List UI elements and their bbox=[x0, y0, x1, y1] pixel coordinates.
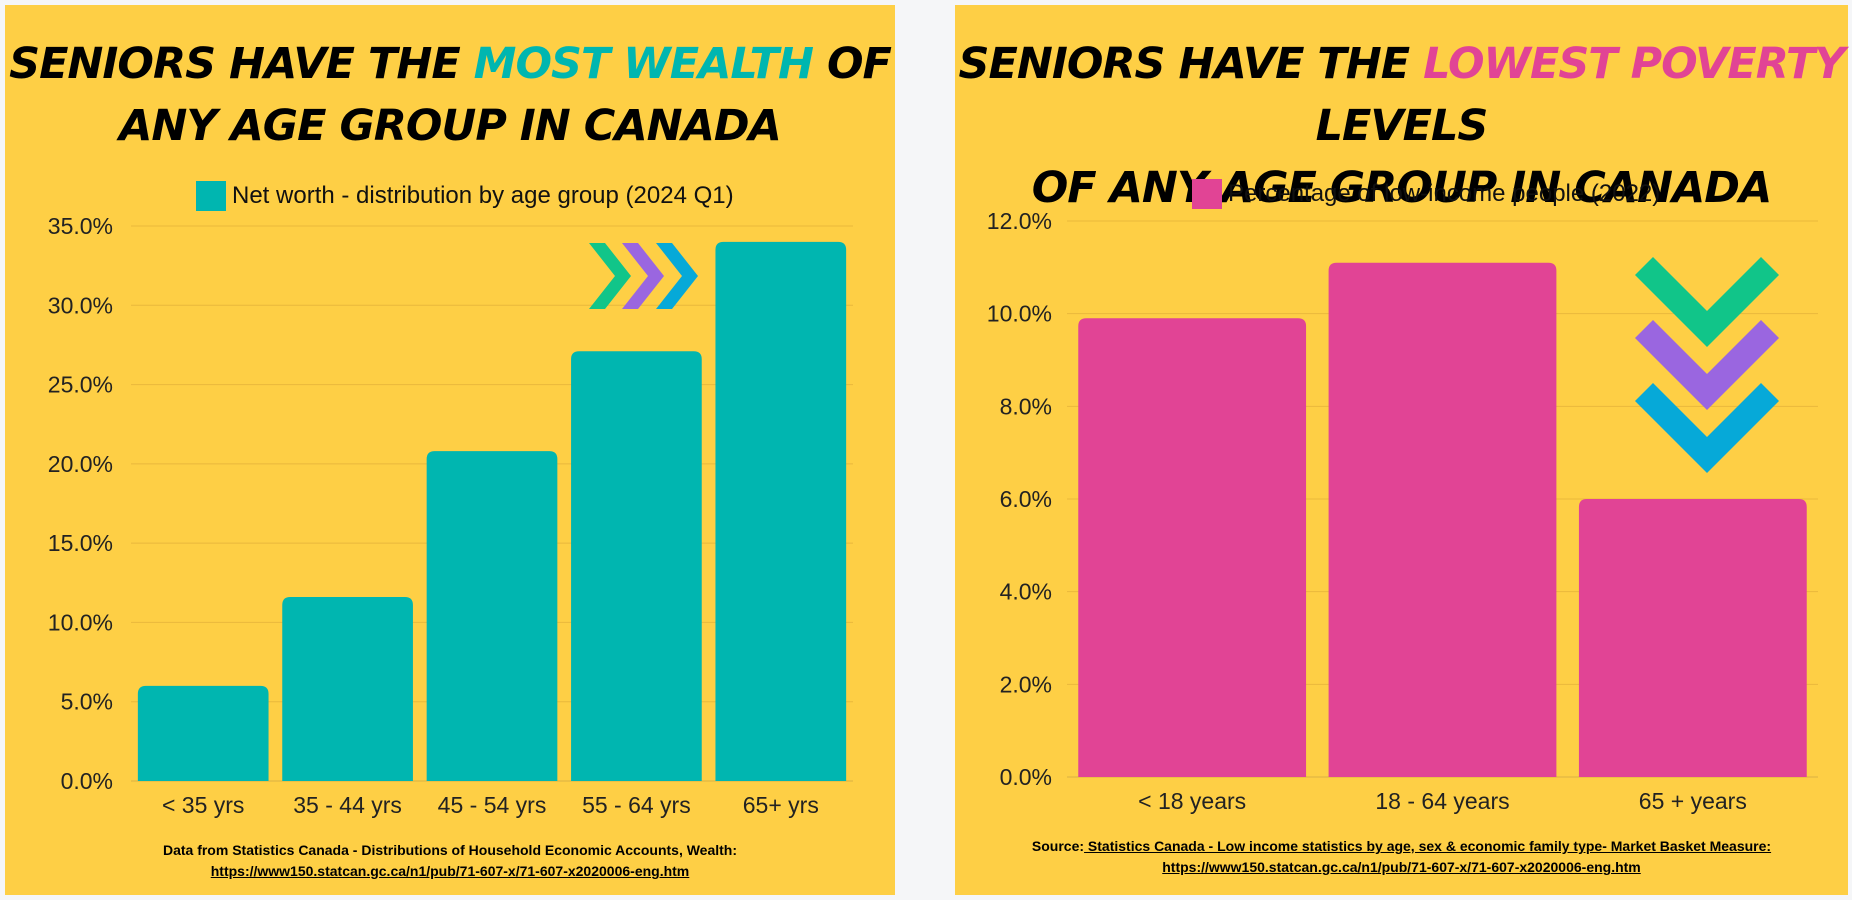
chart-legend: Net worth - distribution by age group (2… bbox=[196, 181, 734, 211]
chart-title: SENIORS HAVE THE MOST WEALTH OF ANY AGE … bbox=[5, 33, 895, 157]
y-tick-label: 8.0% bbox=[1000, 393, 1052, 419]
y-tick-label: 30.0% bbox=[48, 292, 113, 318]
title-text: ANY AGE GROUP IN CANADA bbox=[119, 101, 782, 151]
source-text: Data from Statistics Canada - Distributi… bbox=[162, 842, 738, 858]
bar-18-64-years bbox=[1328, 262, 1557, 777]
source-prefix: Source: bbox=[1031, 838, 1085, 854]
wealth-bar-chart: 0.0% 5.0% 10.0% 15.0% 20.0% 25.0% 30.0% 35.0% < … bbox=[48, 213, 853, 818]
source-note: Source: Statistics Canada - Low income s… bbox=[955, 836, 1848, 878]
poverty-chart-panel: SENIORS HAVE THE LOWEST POVERTY LEVELS O… bbox=[955, 5, 1848, 895]
bar--35-yrs bbox=[137, 685, 269, 781]
chevron-right-icon bbox=[656, 243, 698, 309]
title-text: LEVELS bbox=[1315, 101, 1489, 151]
y-tick-label: 4.0% bbox=[1000, 579, 1052, 605]
chevron-down-icon bbox=[1635, 320, 1779, 410]
poverty-bar-chart: 0.0% 2.0% 4.0% 6.0% 8.0% 10.0% 12.0% < 18 years… bbox=[987, 208, 1818, 814]
bar--18-years bbox=[1078, 318, 1307, 777]
legend-label: Percentage of low-income people (2022) bbox=[1228, 180, 1661, 207]
chevron-down-icon bbox=[1635, 257, 1779, 347]
bar-65-yrs bbox=[715, 241, 847, 781]
title-text: SENIORS HAVE THE bbox=[9, 39, 474, 89]
chevron-right-icon bbox=[589, 243, 631, 309]
bar-55-64-yrs bbox=[571, 351, 702, 781]
wealth-chart-panel: SENIORS HAVE THE MOST WEALTH OF ANY AGE … bbox=[5, 5, 895, 895]
title-highlight: MOST WEALTH bbox=[473, 39, 814, 89]
title-text: OF bbox=[812, 39, 892, 89]
y-tick-label: 12.0% bbox=[987, 208, 1052, 234]
x-tick-label: 18 - 64 years bbox=[1375, 788, 1509, 814]
y-tick-label: 0.0% bbox=[1000, 764, 1052, 790]
x-tick-label: < 35 yrs bbox=[162, 792, 244, 818]
y-tick-label: 10.0% bbox=[48, 609, 113, 635]
chart-title: SENIORS HAVE THE LOWEST POVERTY LEVELS O… bbox=[955, 33, 1848, 219]
y-tick-label: 10.0% bbox=[987, 301, 1052, 327]
x-tick-label: < 18 years bbox=[1138, 788, 1246, 814]
bar-35-44-yrs bbox=[282, 597, 413, 781]
y-tick-label: 2.0% bbox=[1000, 671, 1052, 697]
title-highlight: LOWEST POVERTY bbox=[1423, 39, 1845, 89]
x-tick-label: 35 - 44 yrs bbox=[293, 792, 402, 818]
source-link[interactable]: https://www150.statcan.gc.ca/n1/pub/71-6… bbox=[1162, 859, 1641, 875]
title-text: SENIORS HAVE THE bbox=[958, 39, 1424, 89]
x-tick-label: 55 - 64 yrs bbox=[582, 792, 691, 818]
chevron-down-icon bbox=[1635, 383, 1779, 473]
y-tick-label: 6.0% bbox=[1000, 486, 1052, 512]
bar-65-years bbox=[1578, 499, 1807, 777]
source-text[interactable]: Statistics Canada - Low income statistic… bbox=[1084, 838, 1772, 854]
y-tick-label: 35.0% bbox=[48, 213, 113, 239]
y-tick-label: 15.0% bbox=[48, 530, 113, 556]
legend-label: Net worth - distribution by age group (2… bbox=[232, 182, 734, 209]
y-tick-label: 5.0% bbox=[61, 689, 113, 715]
x-tick-label: 45 - 54 yrs bbox=[438, 792, 547, 818]
source-link[interactable]: https://www150.statcan.gc.ca/n1/pub/71-6… bbox=[210, 863, 690, 879]
y-tick-label: 20.0% bbox=[48, 451, 113, 477]
legend-swatch bbox=[196, 181, 226, 211]
y-tick-label: 25.0% bbox=[48, 372, 113, 398]
legend-swatch bbox=[1192, 179, 1222, 209]
y-tick-label: 0.0% bbox=[61, 768, 113, 794]
title-text: OF ANY AGE GROUP IN CANADA bbox=[1031, 163, 1773, 213]
x-tick-label: 65+ yrs bbox=[743, 792, 819, 818]
x-tick-label: 65 + years bbox=[1639, 788, 1747, 814]
chevron-right-icon bbox=[622, 243, 664, 309]
bar-45-54-yrs bbox=[426, 451, 558, 781]
source-note: Data from Statistics Canada - Distributi… bbox=[5, 840, 895, 882]
chart-legend: Percentage of low-income people (2022) bbox=[1192, 179, 1660, 209]
